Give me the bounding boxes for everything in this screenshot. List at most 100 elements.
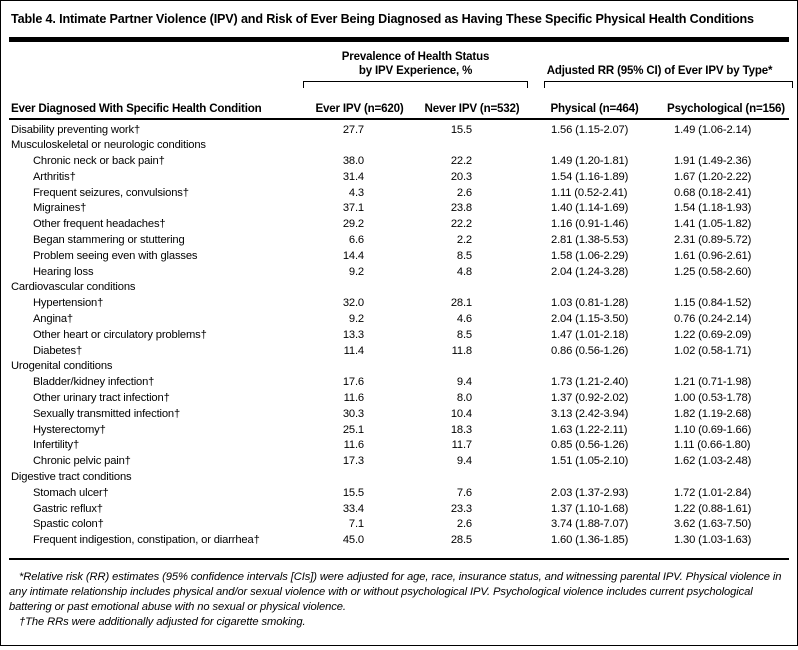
table-section-row: Musculoskeletal or neurologic conditions: [9, 138, 789, 154]
table-row: Angina† 9.2 4.6 2.04 (1.15-3.50) 0.76 (0.24-…: [9, 312, 789, 328]
table-row: Bladder/kidney infection† 17.6 9.4 1.73 (1.…: [9, 375, 789, 391]
cell-never-ipv-pct: 22.2: [450, 218, 472, 231]
footnote-divider-rule: [9, 558, 789, 560]
condition-label: Began stammering or stuttering: [33, 234, 185, 247]
cell-ever-ipv-pct: 6.6: [348, 234, 364, 247]
column-headers: Ever Diagnosed With Specific Health Cond…: [9, 98, 789, 118]
cell-physical-rr: 1.03 (0.81-1.28): [551, 297, 629, 310]
column-header-physical: Physical (n=464): [550, 101, 639, 115]
cell-psychological-rr: [661, 470, 791, 486]
cell-never-ipv-pct: 23.8: [450, 202, 472, 215]
section-label: Cardiovascular conditions: [11, 281, 136, 294]
condition-label: Sexually transmitted infection†: [33, 407, 181, 420]
footnotes: *Relative risk (RR) estimates (95% confi…: [9, 570, 789, 631]
cell-psychological-rr: 1.82 (1.19-2.68): [674, 407, 752, 420]
cell-physical-rr: 1.40 (1.14-1.69): [551, 202, 629, 215]
cell-physical-rr: 3.74 (1.88-7.07): [551, 518, 629, 531]
cell-never-ipv-pct: 7.6: [456, 486, 472, 499]
cell-never-ipv-pct: 15.5: [450, 123, 472, 136]
table-row: Diabetes† 11.4 11.8 0.86 (0.56-1.26) 1.02 (0…: [9, 344, 789, 360]
cell-physical-rr: 1.60 (1.36-1.85): [551, 534, 629, 547]
cell-never-ipv-pct: 28.5: [450, 534, 472, 547]
stub-column-header: Ever Diagnosed With Specific Health Cond…: [11, 101, 262, 115]
spanner-bracket-adjusted-rr: [544, 80, 793, 88]
table-row: Spastic colon† 7.1 2.6 3.74 (1.88-7.07) 3.62…: [9, 517, 789, 533]
cell-psychological-rr: 0.68 (0.18-2.41): [674, 186, 752, 199]
cell-never-ipv-pct: 2.6: [456, 518, 472, 531]
table-row: Migraines† 37.1 23.8 1.40 (1.14-1.69) 1.54 (…: [9, 201, 789, 217]
cell-physical-rr: 1.49 (1.20-1.81): [551, 155, 629, 168]
condition-label: Bladder/kidney infection†: [33, 376, 155, 389]
cell-ever-ipv-pct: 15.5: [342, 486, 364, 499]
cell-psychological-rr: 1.22 (0.88-1.61): [674, 502, 752, 515]
cell-ever-ipv-pct: 11.4: [343, 344, 364, 357]
table-header: Prevalence of Health Status by IPV Exper…: [9, 50, 789, 78]
footnote-dagger: †The RRs were additionally adjusted for …: [19, 616, 306, 629]
condition-label: Problem seeing even with glasses: [33, 249, 198, 262]
cell-psychological-rr: 1.30 (1.03-1.63): [674, 534, 752, 547]
spanner-bracket-prevalence: [303, 80, 528, 88]
cell-physical-rr: 1.54 (1.16-1.89): [551, 170, 629, 183]
cell-ever-ipv-pct: 30.3: [342, 407, 364, 420]
cell-ever-ipv-pct: 14.4: [342, 249, 364, 262]
cell-physical-rr: 1.37 (0.92-2.02): [551, 392, 629, 405]
condition-label: Chronic neck or back pain†: [33, 155, 165, 168]
condition-label: Hearing loss: [33, 265, 94, 278]
cell-ever-ipv-pct: 29.2: [342, 218, 364, 231]
table-section-row: Digestive tract conditions: [9, 470, 789, 486]
cell-ever-ipv-pct: 33.4: [342, 502, 364, 515]
condition-label: Migraines†: [33, 202, 87, 215]
cell-psychological-rr: [661, 280, 791, 296]
cell-psychological-rr: 1.49 (1.06-2.14): [674, 123, 752, 136]
condition-label: Other frequent headaches†: [33, 218, 166, 231]
cell-physical-rr: 1.63 (1.22-2.11): [551, 423, 628, 436]
cell-never-ipv-pct: [416, 470, 528, 486]
table-row: Other urinary tract infection† 11.6 8.0 1.3…: [9, 391, 789, 407]
cell-physical-rr: 2.03 (1.37-2.93): [551, 486, 629, 499]
group-header-adjusted-rr: Adjusted RR (95% CI) of Ever IPV by Type…: [528, 64, 791, 78]
table-row: Chronic pelvic pain† 17.3 9.4 1.51 (1.05-2.…: [9, 454, 789, 470]
column-header-ever-ipv: Ever IPV (n=620): [315, 101, 404, 115]
cell-ever-ipv-pct: 38.0: [342, 155, 364, 168]
cell-psychological-rr: [661, 359, 791, 375]
table-row: Stomach ulcer† 15.5 7.6 2.03 (1.37-2.93) 1.7…: [9, 486, 789, 502]
cell-never-ipv-pct: 9.4: [456, 455, 472, 468]
table-row: Frequent indigestion, constipation, or d…: [9, 533, 789, 549]
cell-psychological-rr: 1.91 (1.49-2.36): [674, 155, 752, 168]
cell-never-ipv-pct: 28.1: [450, 297, 472, 310]
cell-never-ipv-pct: 10.4: [450, 407, 472, 420]
cell-physical-rr: 1.11 (0.52-2.41): [551, 186, 628, 199]
column-header-never-ipv: Never IPV (n=532): [424, 101, 520, 115]
cell-physical-rr: 0.85 (0.56-1.26): [551, 439, 629, 452]
table-row: Frequent seizures, convulsions† 4.3 2.6 1.1…: [9, 186, 789, 202]
condition-label: Angina†: [33, 313, 74, 326]
cell-physical-rr: 2.81 (1.38-5.53): [551, 234, 629, 247]
cell-psychological-rr: 1.00 (0.53-1.78): [674, 392, 752, 405]
cell-physical-rr: 0.86 (0.56-1.26): [551, 344, 629, 357]
cell-physical-rr: 1.58 (1.06-2.29): [551, 249, 629, 262]
table-row: Chronic neck or back pain† 38.0 22.2 1.49 (…: [9, 154, 789, 170]
group-header-prevalence-line1: Prevalence of Health Status: [341, 50, 490, 63]
cell-never-ipv-pct: [416, 280, 528, 296]
condition-label: Infertility†: [33, 439, 80, 452]
cell-ever-ipv-pct: 25.1: [342, 423, 364, 436]
cell-ever-ipv-pct: [303, 359, 416, 375]
table-row: Problem seeing even with glasses 14.4 8.5 1…: [9, 249, 789, 265]
table-row: Hearing loss 9.2 4.8 2.04 (1.24-3.28) 1.25 (…: [9, 265, 789, 281]
cell-physical-rr: [528, 359, 661, 375]
table-section-row: Urogenital conditions: [9, 359, 789, 375]
cell-ever-ipv-pct: 13.3: [342, 328, 364, 341]
cell-ever-ipv-pct: [303, 138, 416, 154]
table-section-row: Cardiovascular conditions: [9, 280, 789, 296]
group-header-prevalence-line2: by IPV Experience, %: [358, 64, 473, 77]
cell-psychological-rr: 1.72 (1.01-2.84): [674, 486, 752, 499]
column-header-psychological: Psychological (n=156): [667, 101, 785, 115]
cell-physical-rr: 1.16 (0.91-1.46): [551, 218, 629, 231]
table-row: Arthritis† 31.4 20.3 1.54 (1.16-1.89) 1.67 (…: [9, 170, 789, 186]
cell-never-ipv-pct: 11.8: [451, 344, 472, 357]
cell-psychological-rr: 0.76 (0.24-2.14): [674, 313, 752, 326]
cell-physical-rr: 2.04 (1.15-3.50): [551, 313, 629, 326]
spanner-brackets: [9, 80, 793, 90]
cell-never-ipv-pct: [416, 138, 528, 154]
